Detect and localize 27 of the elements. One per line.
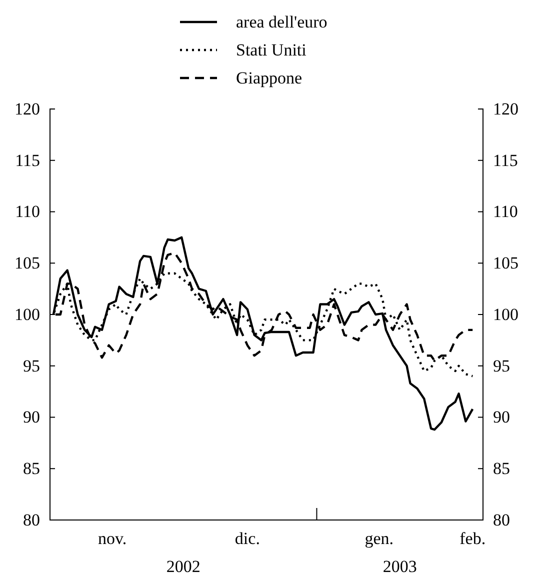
y2-tick-label: 85 (493, 459, 510, 478)
y-tick-label: 95 (23, 356, 40, 376)
legend-label: Stati Uniti (236, 40, 307, 60)
legend-label: Giappone (236, 68, 302, 88)
y-tick-label: 110 (15, 202, 40, 222)
text: 2003 (382, 557, 417, 576)
text: 2002 (166, 557, 200, 576)
y2-tick-label: 100 (493, 304, 518, 324)
y2-tick-label: 120 (493, 99, 518, 118)
y-tick-label: 100 (14, 304, 40, 324)
y2-tick-label: 110 (493, 202, 518, 222)
x-tick-label: nov. (98, 529, 127, 548)
y2-tick-label: 90 (493, 408, 510, 427)
y2-tick-label: 105 (493, 254, 518, 273)
y2-tick-label: 95 (493, 356, 510, 376)
x-tick-label: gen. (364, 529, 394, 548)
y-tick-label: 80 (23, 510, 40, 530)
legend-label: area dell'euro (236, 12, 328, 32)
y2-tick-label: 80 (493, 510, 510, 530)
y-tick-label: 120 (14, 99, 40, 118)
y-tick-label: 115 (15, 150, 40, 170)
y-tick-label: 85 (23, 459, 40, 478)
x-tick-label: feb. (460, 529, 486, 548)
y2-tick-label: 115 (493, 150, 518, 170)
y-tick-label: 105 (14, 254, 40, 273)
x-tick-label: dic. (234, 529, 260, 548)
y-tick-label: 90 (23, 408, 40, 427)
